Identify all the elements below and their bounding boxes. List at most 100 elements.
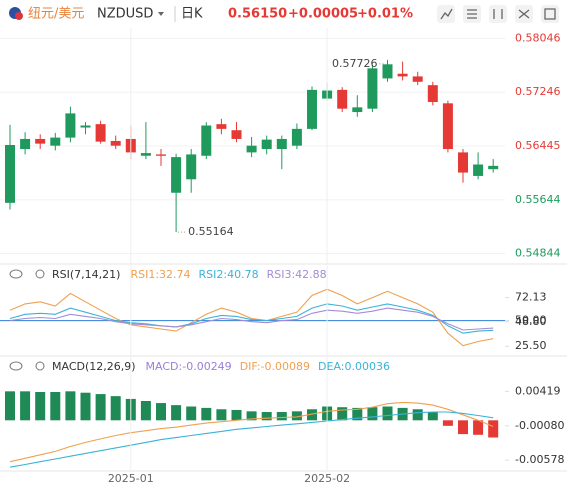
tool-icon [544,8,556,20]
candle-body [80,125,91,128]
candle-body [95,124,106,142]
tool-icon [518,9,530,19]
y-tick-label: -0.00080 [515,419,564,432]
tool-button[interactable] [541,5,559,23]
macd-line [9,401,494,463]
candle-body [488,165,499,170]
legend-entry: RSI2:40.78 [199,268,259,281]
candle-body [412,76,423,82]
period[interactable]: 日K [181,7,203,22]
panel-icons [9,269,45,371]
candle-body [337,89,348,109]
macd-bar [337,407,348,421]
candle-body [442,103,453,150]
candle-body [427,85,438,102]
macd-bar [20,391,31,421]
candle-body [261,139,272,150]
price-change: +0.00005 [288,7,358,22]
candle-body [307,89,317,129]
macd-bar [246,411,257,421]
y-tick-label: 25.50 [515,339,547,352]
macd-bar [473,420,484,435]
legend-entry: MACD:-0.00249 [146,360,232,373]
y-tick-label: 0.56445 [515,139,561,152]
symbol[interactable]: NZDUSD [97,7,153,22]
candle-body [246,145,257,153]
candle-body [201,125,212,156]
macd-bar [427,412,438,421]
macd-bar [412,409,423,421]
macd-bar [171,405,182,421]
tool-button[interactable] [489,5,507,23]
candle-body [231,130,242,139]
macd-bar [291,411,302,421]
price-change-pct: +0.01% [357,7,413,22]
legend-entry: DEA:0.00036 [318,360,390,373]
rsi-line [9,307,494,331]
macd-bar [65,391,76,421]
macd-line [9,411,494,468]
macd-bar [261,412,272,421]
candle-body [352,107,363,113]
eye-icon[interactable] [9,361,23,371]
candle-body [276,138,287,150]
panel-title: RSI(7,14,21) [52,268,120,281]
tool-icon [467,9,477,19]
macd-bar [458,420,468,435]
panel-title: MACD(12,26,9) [52,360,136,373]
candle-body [171,157,182,193]
macd-bar [442,420,453,426]
tool-icon [440,8,453,20]
legend-entry: RSI1:32.74 [130,268,190,281]
candle-body [186,154,197,180]
macd-bar [5,391,15,421]
pair-name: 纽元/美元 [28,7,84,22]
legend-entry: DIF:-0.00089 [240,360,310,373]
candle-body [140,153,151,156]
candle-body [156,154,166,156]
legend-entry: RSI3:42.88 [267,268,327,281]
candle-body [65,113,76,138]
candle-body [367,68,378,109]
candle-body [458,152,468,173]
macd-bar [186,406,197,421]
y-tick-label: 0.57246 [515,85,561,98]
candle-body [35,138,46,144]
macd-bar [80,392,91,421]
macd-bar [156,403,166,421]
rsi-line [9,288,494,347]
candle-body [291,128,302,146]
y-tick-label: 72.13 [515,290,547,303]
candle-body [473,164,484,176]
y-tick-label: 0.54844 [515,247,561,260]
candle-body [216,124,227,129]
y-tick-label: 50.00 [515,314,547,327]
macd-bar [307,409,317,421]
y-tick-label: 0.00419 [515,384,561,397]
macd-bar [231,409,242,421]
macd-bar [50,392,61,421]
toolbar [437,5,559,23]
macd-bar [367,407,378,421]
x-tick-label: 2025-02 [304,472,350,485]
dropdown-caret[interactable] [158,12,164,16]
macd-bar [110,396,121,421]
tool-icon [493,9,503,19]
high-annotation: 0.57726 [332,57,378,70]
y-tick-label: 0.58046 [515,31,561,44]
macd-bar [95,394,106,421]
candle-body [20,138,31,150]
y-tick-label: 0.55644 [515,193,561,206]
last-price: 0.56150 [228,7,287,22]
candle-body [110,140,121,146]
macd-bar [216,409,227,421]
gear-icon[interactable] [35,269,45,279]
flag-icon [15,12,23,20]
eye-icon[interactable] [9,269,23,279]
gear-icon[interactable] [35,361,45,371]
candle-body [50,137,61,146]
y-tick-label: 48.80 [515,315,547,328]
candle-body [397,73,408,77]
macd-bar [352,407,363,421]
